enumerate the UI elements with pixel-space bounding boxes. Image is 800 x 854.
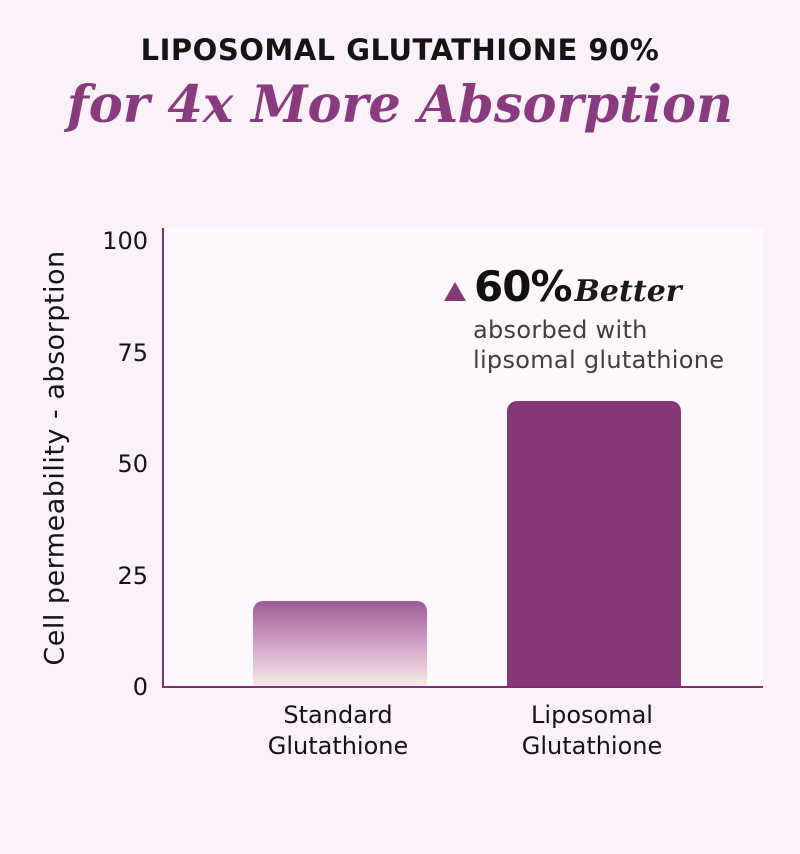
annotation-percent: 60%	[474, 262, 573, 311]
y-axis-ticks: 0 25 50 75 100	[0, 227, 148, 701]
bar-liposomal-glutathione	[507, 400, 681, 686]
y-tick-label: 75	[117, 338, 148, 367]
plot-area	[162, 228, 763, 688]
annotation-emphasis: Better	[574, 274, 682, 309]
y-tick-label: 100	[102, 227, 148, 255]
up-triangle-icon	[444, 282, 466, 301]
annotation-line-1: absorbed with	[473, 316, 648, 344]
y-tick-label: 0	[132, 673, 148, 701]
annotation-body: absorbed with lipsomal glutathione	[473, 315, 724, 375]
category-label: Standard Glutathione	[267, 701, 409, 760]
category-label: Liposomal Glutathione	[521, 701, 663, 760]
annotation-60-percent-better: 60% Better absorbed with lipsomal glutat…	[444, 262, 724, 375]
chart-header: LIPOSOMAL GLUTATHIONE 90% for 4x More Ab…	[0, 0, 800, 135]
annotation-line-2: lipsomal glutathione	[473, 346, 725, 374]
x-axis-labels: Standard Glutathione Liposomal Glutathion…	[0, 700, 800, 780]
page-subtitle: for 4x More Absorption	[66, 75, 734, 135]
annotation-head: 60% Better	[444, 262, 724, 311]
y-tick-label: 50	[117, 450, 148, 478]
page-title: LIPOSOMAL GLUTATHIONE 90%	[140, 33, 660, 67]
bar-standard-glutathione	[253, 601, 427, 686]
y-tick-label: 25	[117, 561, 148, 590]
